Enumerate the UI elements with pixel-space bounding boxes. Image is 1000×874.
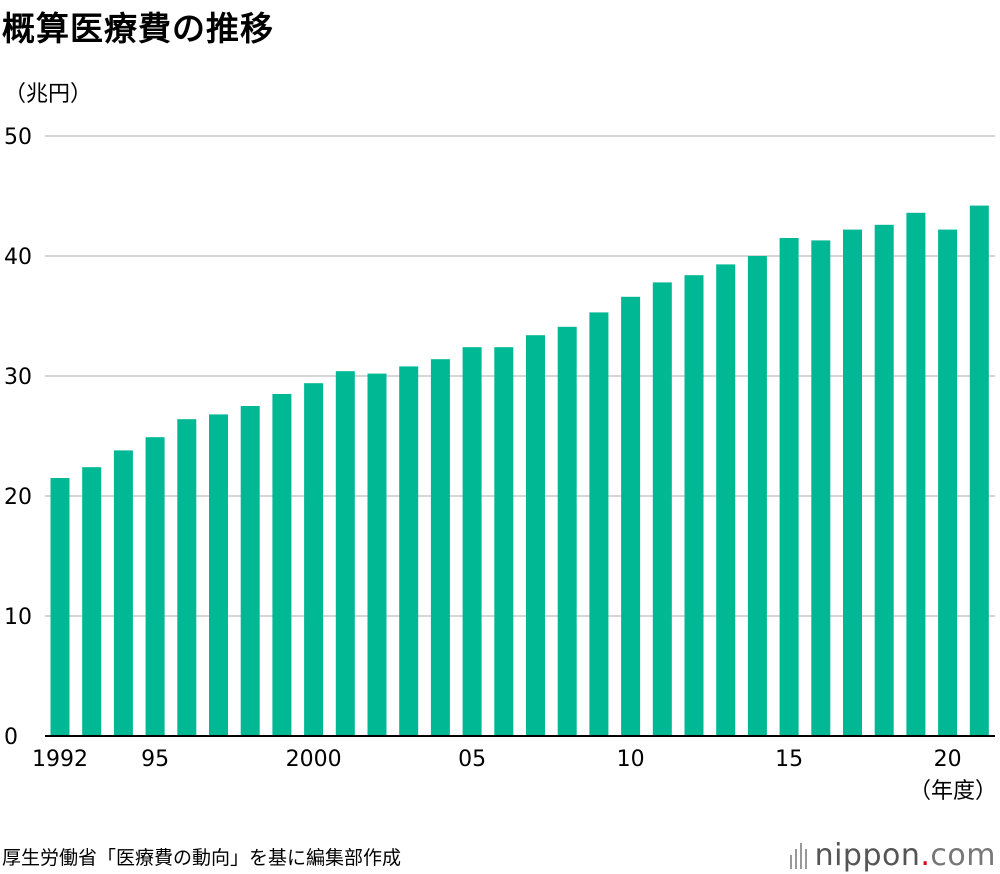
gridlines bbox=[45, 135, 995, 617]
x-tick-label: 1992 bbox=[32, 747, 88, 772]
bar-2011 bbox=[652, 282, 672, 736]
bar-2017 bbox=[843, 229, 862, 736]
bar-2021 bbox=[969, 205, 989, 737]
x-tick-label: 15 bbox=[775, 747, 803, 772]
y-axis-unit-label: （兆円） bbox=[4, 82, 93, 107]
y-tick-label: 40 bbox=[4, 245, 32, 270]
x-tick-label: 2000 bbox=[286, 747, 342, 772]
bar-2018 bbox=[874, 224, 894, 737]
bar-1999 bbox=[272, 394, 292, 736]
bar-2003 bbox=[399, 366, 419, 736]
bar-2019 bbox=[906, 212, 926, 737]
y-tick-label: 50 bbox=[4, 125, 32, 150]
source-note: 厚生労働省「医療費の動向」を基に編集部作成 bbox=[2, 847, 402, 869]
x-tick-label: 20 bbox=[934, 747, 962, 772]
brand-tld: com bbox=[930, 838, 996, 873]
bar-1994 bbox=[113, 450, 133, 736]
bar-1993 bbox=[82, 467, 102, 736]
bar-2008 bbox=[557, 326, 577, 736]
x-tick-labels: 1992 95 2000 05 10 15 20 bbox=[32, 747, 962, 772]
bar-1992 bbox=[50, 478, 70, 736]
bar-2001 bbox=[335, 371, 355, 736]
x-tick-label: 95 bbox=[141, 747, 169, 772]
chart-title: 概算医療費の推移 bbox=[2, 9, 274, 48]
y-tick-label: 30 bbox=[4, 365, 32, 390]
bar-2012 bbox=[684, 275, 704, 736]
bar-1995 bbox=[145, 437, 165, 736]
bars bbox=[50, 205, 989, 737]
brand-logo: nippon. com bbox=[789, 838, 996, 873]
bar-1996 bbox=[177, 419, 197, 736]
x-axis-unit-label: （年度） bbox=[909, 779, 997, 804]
brand-name: nippon bbox=[814, 838, 921, 873]
nippon-bars-logo-icon bbox=[789, 842, 807, 869]
bar-2000 bbox=[304, 383, 324, 736]
x-tick-label: 10 bbox=[617, 747, 645, 772]
brand-dot: . bbox=[920, 838, 931, 873]
y-tick-label: 20 bbox=[4, 485, 32, 510]
bar-2015 bbox=[779, 238, 799, 736]
bar-1997 bbox=[209, 414, 228, 736]
bar-2004 bbox=[430, 359, 450, 736]
y-tick-label: 0 bbox=[4, 725, 18, 750]
bar-2014 bbox=[747, 256, 767, 736]
bar-2016 bbox=[811, 240, 831, 736]
bar-2009 bbox=[589, 312, 609, 736]
bar-1998 bbox=[240, 406, 260, 736]
bar-2007 bbox=[526, 335, 545, 736]
y-tick-label: 10 bbox=[4, 605, 32, 630]
x-tick-label: 05 bbox=[458, 747, 486, 772]
bar-2006 bbox=[494, 347, 514, 736]
bar-2010 bbox=[621, 296, 641, 736]
y-tick-labels: 0 10 20 30 40 50 bbox=[4, 125, 32, 750]
bar-2020 bbox=[938, 229, 958, 736]
bar-2005 bbox=[462, 347, 482, 736]
bar-2013 bbox=[716, 264, 736, 736]
bar-2002 bbox=[367, 373, 387, 736]
